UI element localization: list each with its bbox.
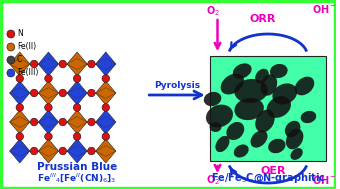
Ellipse shape: [268, 139, 286, 153]
Polygon shape: [67, 81, 87, 105]
Ellipse shape: [209, 122, 221, 132]
Circle shape: [88, 89, 95, 97]
Polygon shape: [38, 139, 58, 163]
Circle shape: [73, 104, 81, 111]
Circle shape: [59, 89, 67, 97]
Text: Fe(II): Fe(II): [17, 43, 36, 51]
Circle shape: [102, 75, 109, 82]
Text: Fe$^{III}$$_4$[Fe$^{II}$(CN)$_6$]$_3$: Fe$^{III}$$_4$[Fe$^{II}$(CN)$_6$]$_3$: [37, 171, 117, 185]
Text: N: N: [17, 29, 22, 39]
Text: Fe/Fe$_3$C@N-graphitic: Fe/Fe$_3$C@N-graphitic: [210, 171, 325, 185]
Circle shape: [102, 133, 109, 140]
Text: OER: OER: [260, 166, 286, 176]
Ellipse shape: [285, 121, 301, 137]
Ellipse shape: [206, 105, 233, 127]
Polygon shape: [96, 139, 116, 163]
Polygon shape: [96, 52, 116, 76]
Ellipse shape: [272, 83, 297, 105]
Circle shape: [88, 60, 95, 68]
Ellipse shape: [255, 110, 275, 132]
Ellipse shape: [295, 77, 314, 95]
Ellipse shape: [251, 130, 268, 148]
Ellipse shape: [216, 136, 230, 152]
Circle shape: [30, 60, 38, 68]
FancyBboxPatch shape: [209, 56, 326, 161]
Circle shape: [45, 104, 52, 111]
Circle shape: [59, 60, 67, 68]
Ellipse shape: [260, 74, 277, 96]
Circle shape: [7, 56, 15, 64]
Circle shape: [88, 147, 95, 155]
Ellipse shape: [255, 69, 269, 83]
Circle shape: [16, 75, 23, 82]
Ellipse shape: [267, 96, 291, 118]
Text: Fe(III): Fe(III): [17, 68, 38, 77]
Text: O$_2$: O$_2$: [206, 173, 220, 187]
Text: O$_2$: O$_2$: [206, 4, 220, 18]
Circle shape: [30, 118, 38, 126]
Ellipse shape: [290, 148, 303, 160]
Polygon shape: [67, 110, 87, 134]
Polygon shape: [38, 110, 58, 134]
Polygon shape: [96, 110, 116, 134]
Polygon shape: [67, 139, 87, 163]
Ellipse shape: [221, 74, 244, 94]
Circle shape: [30, 89, 38, 97]
Text: OH$^-$: OH$^-$: [312, 174, 337, 186]
Circle shape: [59, 118, 67, 126]
Ellipse shape: [226, 122, 244, 140]
Circle shape: [73, 133, 81, 140]
Circle shape: [30, 147, 38, 155]
Text: OH$^-$: OH$^-$: [312, 3, 337, 15]
Ellipse shape: [233, 63, 252, 79]
Text: ORR: ORR: [250, 14, 276, 24]
Polygon shape: [96, 81, 116, 105]
Polygon shape: [10, 52, 30, 76]
Circle shape: [7, 30, 15, 38]
Polygon shape: [38, 52, 58, 76]
Polygon shape: [67, 52, 87, 76]
Circle shape: [7, 43, 15, 51]
FancyBboxPatch shape: [1, 1, 335, 188]
Polygon shape: [38, 81, 58, 105]
Polygon shape: [10, 139, 30, 163]
Text: Prussian Blue: Prussian Blue: [37, 162, 117, 172]
Ellipse shape: [286, 129, 303, 149]
Circle shape: [73, 75, 81, 82]
Ellipse shape: [301, 111, 316, 123]
Ellipse shape: [234, 79, 268, 103]
Circle shape: [102, 104, 109, 111]
Ellipse shape: [234, 144, 249, 158]
Ellipse shape: [204, 92, 221, 106]
Circle shape: [88, 118, 95, 126]
Circle shape: [45, 75, 52, 82]
Ellipse shape: [270, 64, 288, 78]
Circle shape: [16, 104, 23, 111]
Polygon shape: [10, 81, 30, 105]
Circle shape: [16, 133, 23, 140]
Circle shape: [59, 147, 67, 155]
Text: C: C: [17, 56, 22, 64]
Text: Pyrolysis: Pyrolysis: [154, 81, 200, 90]
Circle shape: [45, 133, 52, 140]
Ellipse shape: [234, 98, 264, 120]
Circle shape: [7, 69, 15, 77]
Polygon shape: [10, 110, 30, 134]
